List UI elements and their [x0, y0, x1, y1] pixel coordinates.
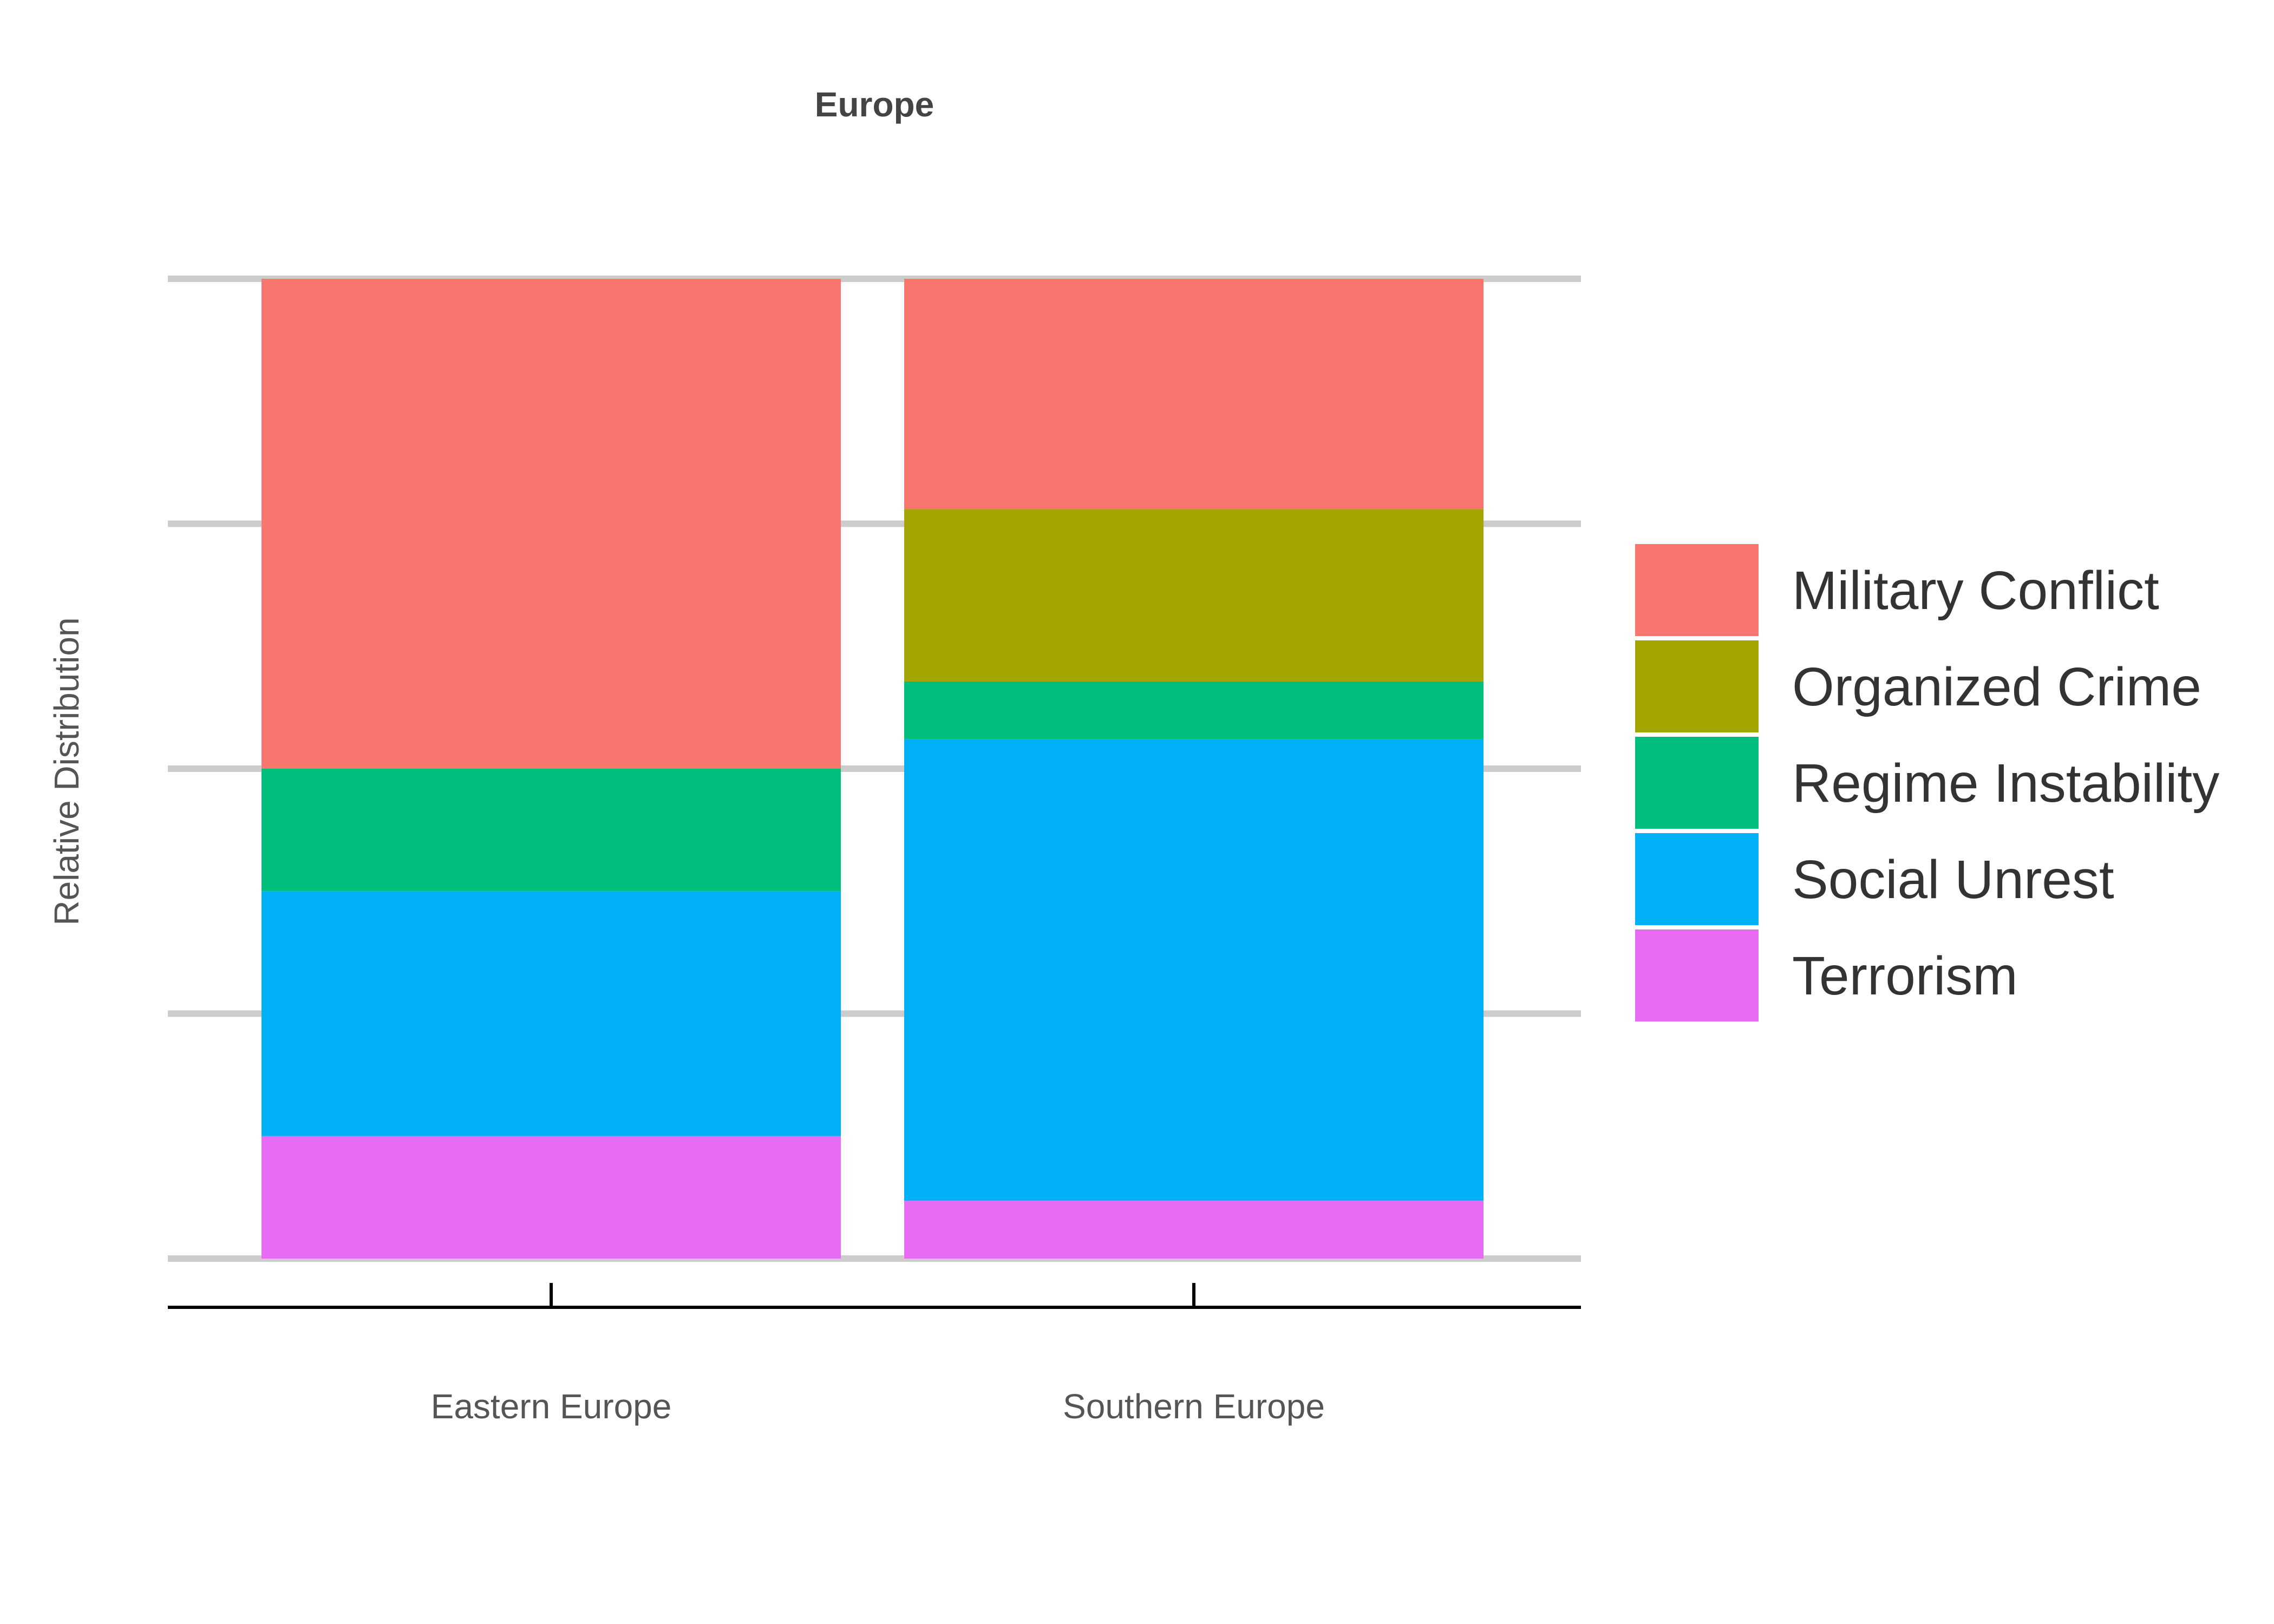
legend-label: Organized Crime [1792, 657, 2201, 717]
legend-label: Regime Instability [1792, 753, 2219, 814]
legend-label: Military Conflict [1792, 560, 2159, 621]
legend: Military Conflict Organized Crime Regime I… [1635, 544, 2219, 1021]
x-tick-label: Southern Europe [1063, 1387, 1325, 1426]
bar-segment-regime-instability [262, 769, 841, 892]
y-axis-title: Relative Distribution [47, 617, 86, 925]
legend-label: Terrorism [1792, 946, 2018, 1006]
x-tick-label: Eastern Europe [431, 1387, 672, 1426]
legend-key [1635, 929, 1759, 1021]
bar-segment-social-unrest [262, 891, 841, 1136]
chart-title: Europe [815, 85, 934, 124]
bar-segment-military-conflict [262, 279, 841, 769]
legend-key [1635, 833, 1759, 925]
bars [262, 279, 1484, 1259]
legend-key [1635, 544, 1759, 636]
bar-segment-social-unrest [904, 739, 1484, 1201]
bar-segment-terrorism [904, 1201, 1484, 1259]
bar-segment-regime-instability [904, 681, 1484, 739]
x-axis: Eastern Europe Southern Europe [168, 1283, 1581, 1426]
legend-label: Social Unrest [1792, 849, 2114, 910]
bar-segment-organized-crime [904, 509, 1484, 682]
legend-key [1635, 640, 1759, 732]
bar-segment-military-conflict [904, 279, 1484, 509]
legend-key [1635, 737, 1759, 829]
bar-segment-terrorism [262, 1136, 841, 1259]
